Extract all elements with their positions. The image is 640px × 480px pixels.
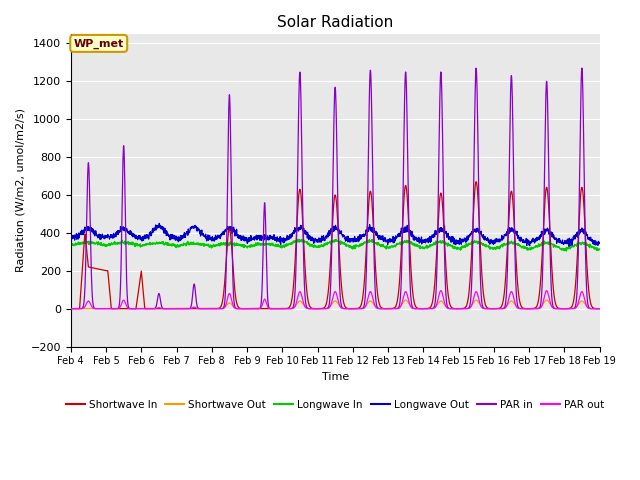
Legend: Shortwave In, Shortwave Out, Longwave In, Longwave Out, PAR in, PAR out: Shortwave In, Shortwave Out, Longwave In…: [61, 396, 609, 414]
Y-axis label: Radiation (W/m2, umol/m2/s): Radiation (W/m2, umol/m2/s): [15, 108, 25, 272]
X-axis label: Time: Time: [321, 372, 349, 382]
Title: Solar Radiation: Solar Radiation: [277, 15, 393, 30]
Text: WP_met: WP_met: [74, 38, 124, 48]
